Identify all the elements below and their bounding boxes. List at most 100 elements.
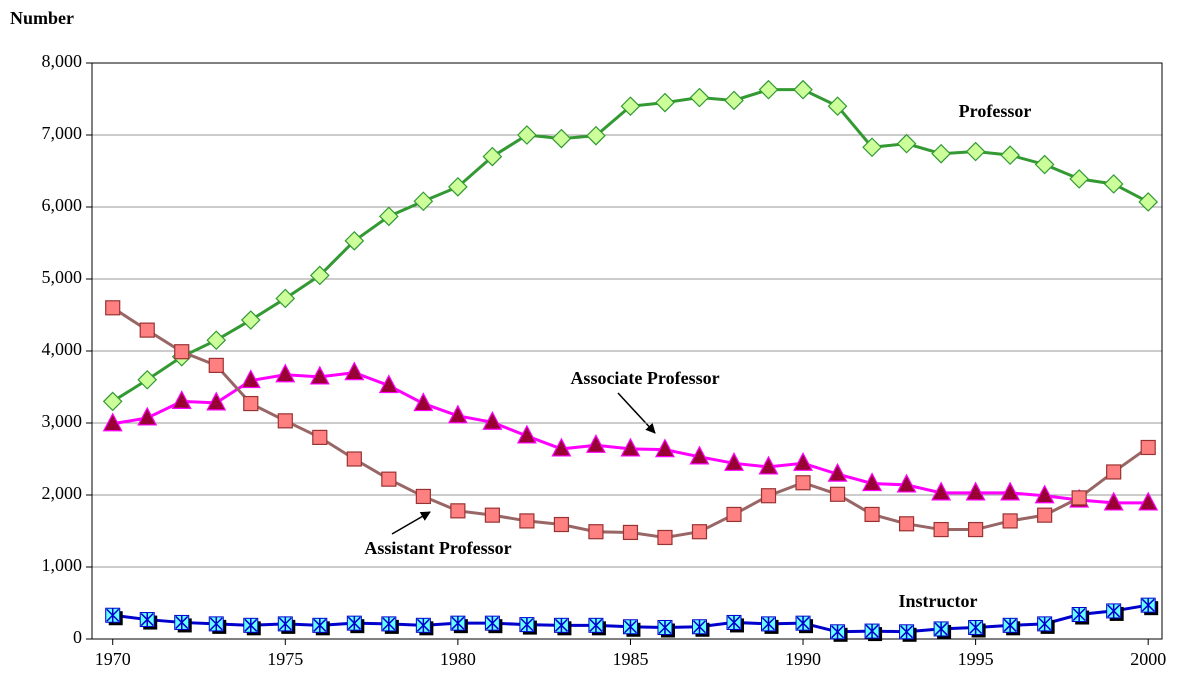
x-tick-label: 1970 — [95, 649, 131, 669]
marker-star — [347, 616, 361, 631]
marker-star — [1003, 618, 1017, 633]
marker — [654, 438, 675, 458]
marker — [450, 615, 466, 631]
marker-star — [1107, 603, 1121, 618]
x-tick-label: 2000 — [1130, 649, 1166, 669]
marker — [622, 619, 638, 635]
marker — [277, 616, 293, 632]
marker-star — [554, 618, 568, 633]
marker-star — [106, 608, 120, 623]
marker — [760, 488, 777, 504]
marker — [862, 472, 883, 492]
marker — [482, 146, 503, 167]
marker — [415, 488, 431, 505]
marker — [827, 462, 848, 482]
marker — [1069, 169, 1090, 189]
marker — [1106, 603, 1122, 619]
marker — [378, 374, 399, 394]
marker — [689, 445, 710, 465]
marker — [105, 607, 121, 623]
marker — [519, 617, 535, 633]
marker — [174, 344, 190, 360]
y-tick-label: 2,000 — [42, 483, 83, 503]
marker — [1140, 439, 1156, 456]
marker — [657, 619, 673, 635]
marker-star — [796, 616, 810, 631]
y-tick-label: 3,000 — [42, 411, 83, 431]
x-tick-label: 1990 — [785, 649, 821, 669]
marker-star — [1141, 598, 1155, 613]
marker — [448, 176, 468, 197]
marker — [415, 617, 431, 633]
series-label: Assistant Professor — [364, 538, 511, 558]
marker — [795, 475, 811, 491]
marker — [105, 300, 121, 316]
y-axis-label: Number — [10, 8, 74, 28]
marker — [896, 473, 917, 493]
marker — [724, 452, 744, 471]
marker — [691, 524, 708, 540]
marker-star — [520, 617, 534, 632]
series-line — [111, 88, 1149, 403]
marker — [862, 137, 882, 158]
marker — [243, 617, 259, 633]
marker — [864, 623, 880, 639]
marker — [585, 434, 606, 453]
marker — [516, 424, 537, 444]
marker-star — [278, 616, 292, 631]
marker — [275, 288, 296, 309]
marker — [724, 90, 744, 111]
marker-star — [209, 616, 223, 631]
marker — [139, 612, 155, 628]
marker-star — [969, 620, 983, 635]
marker — [1000, 481, 1021, 501]
marker — [344, 230, 365, 251]
marker — [413, 392, 434, 412]
x-tick-label: 1995 — [958, 649, 994, 669]
marker — [171, 390, 192, 409]
marker — [312, 617, 328, 633]
marker — [378, 206, 399, 227]
marker — [1106, 464, 1122, 480]
marker — [240, 369, 261, 389]
y-tick-label: 1,000 — [42, 555, 83, 575]
marker — [553, 516, 570, 533]
marker — [931, 481, 952, 501]
marker-star — [589, 618, 603, 633]
annotation-arrow — [391, 511, 431, 535]
marker — [827, 96, 848, 117]
marker — [137, 369, 158, 390]
marker-star — [761, 616, 776, 631]
marker — [622, 524, 639, 541]
y-tick-label: 0 — [73, 627, 82, 647]
marker-star — [313, 618, 327, 633]
y-tick-label: 7,000 — [42, 123, 83, 143]
marker — [309, 365, 330, 385]
marker — [689, 87, 710, 108]
marker-star — [692, 619, 707, 634]
marker-star — [244, 618, 258, 633]
marker-star — [485, 616, 499, 631]
marker — [1138, 491, 1159, 511]
marker — [517, 125, 537, 145]
marker — [346, 451, 362, 467]
annotation-arrow — [617, 392, 656, 434]
x-tick-label: 1980 — [440, 649, 476, 669]
marker — [726, 506, 742, 523]
marker — [931, 143, 951, 164]
marker — [1103, 491, 1124, 511]
y-tick-label: 4,000 — [42, 339, 83, 359]
marker — [899, 624, 915, 640]
marker — [102, 391, 123, 412]
marker-star — [865, 624, 879, 639]
marker — [1037, 616, 1053, 632]
marker — [1034, 154, 1055, 175]
marker — [726, 614, 742, 630]
marker — [1000, 145, 1020, 166]
marker — [139, 322, 155, 338]
marker — [484, 507, 500, 523]
marker-star — [140, 612, 154, 627]
marker — [620, 96, 641, 117]
marker-star — [623, 619, 637, 634]
